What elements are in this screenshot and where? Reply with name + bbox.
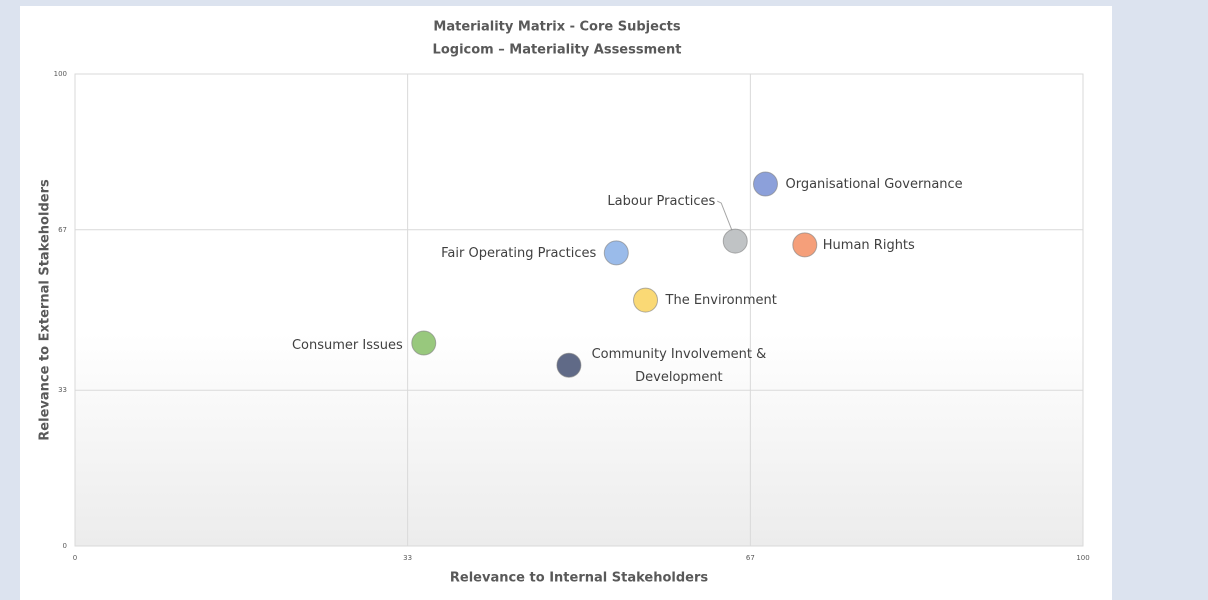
- y-tick-label: 100: [54, 70, 67, 78]
- x-tick-label: 0: [73, 554, 77, 562]
- x-tick-label: 100: [1076, 554, 1089, 562]
- point-label: Human Rights: [822, 237, 915, 253]
- point-label: Community Involvement & Development: [591, 347, 767, 386]
- y-tick-label: 67: [58, 226, 67, 234]
- bubble: [792, 232, 818, 258]
- bubble: [752, 171, 778, 197]
- bubble: [603, 240, 629, 266]
- bubble: [722, 228, 748, 254]
- point-label: Consumer Issues: [291, 338, 403, 354]
- bubble: [411, 330, 437, 356]
- point-label: Organisational Governance: [785, 176, 963, 192]
- bubble: [556, 352, 582, 378]
- leader-line: [717, 200, 733, 232]
- point-label: Labour Practices: [607, 194, 716, 210]
- x-tick-label: 67: [746, 554, 755, 562]
- y-axis-label: Relevance to External Stakeholders: [38, 179, 53, 441]
- x-tick-label: 33: [403, 554, 412, 562]
- chart-subtitle: Logicom – Materiality Assessment: [433, 43, 682, 58]
- point-label: The Environment: [665, 293, 777, 309]
- point-label: Fair Operating Practices: [441, 245, 597, 261]
- chart-title: Materiality Matrix - Core Subjects: [433, 20, 680, 35]
- y-tick-label: 33: [58, 386, 67, 394]
- x-axis-label: Relevance to Internal Stakeholders: [450, 571, 709, 586]
- y-tick-label: 0: [63, 542, 67, 550]
- bubble: [633, 287, 659, 313]
- plot-area: [74, 73, 1084, 547]
